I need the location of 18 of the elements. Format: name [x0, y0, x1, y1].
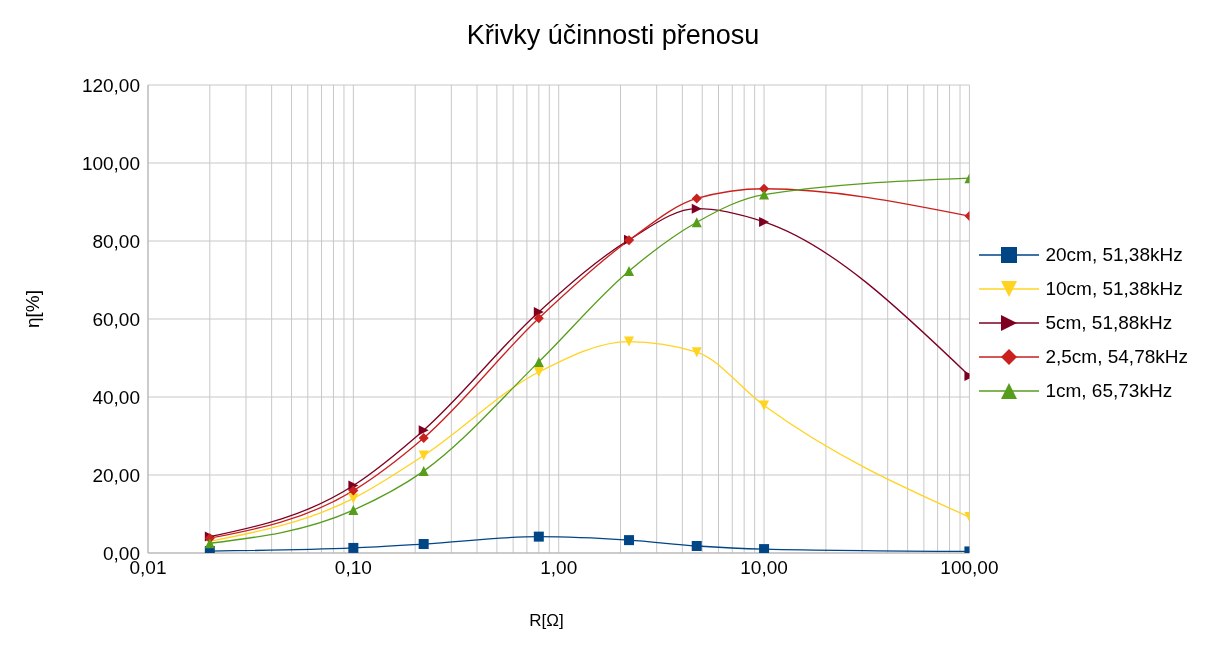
x-tick-label: 1,00 [540, 557, 578, 579]
y-tick-label: 120,00 [81, 74, 140, 96]
legend-label: 10cm, 51,38kHz [1045, 278, 1183, 300]
chart-title: Křivky účinnosti přenosu [465, 20, 761, 51]
x-tick-label: 10,00 [740, 557, 788, 579]
y-axis-title: η[%] [22, 289, 44, 328]
x-axis-title: R[Ω] [528, 611, 565, 631]
y-tick-label: 60,00 [92, 308, 140, 330]
y-tick-label: 40,00 [92, 386, 140, 408]
legend-label: 2,5cm, 54,78kHz [1045, 346, 1188, 368]
legend-label: 1cm, 65,73kHz [1045, 380, 1173, 402]
legend-label: 20cm, 51,38kHz [1045, 244, 1183, 266]
legend-label: 5cm, 51,88kHz [1045, 312, 1173, 334]
y-tick-label: 100,00 [81, 152, 140, 174]
y-tick-label: 80,00 [92, 230, 140, 252]
y-tick-label: 20,00 [92, 464, 140, 486]
x-tick-label: 100,00 [940, 557, 999, 579]
x-tick-label: 0,10 [334, 557, 372, 579]
